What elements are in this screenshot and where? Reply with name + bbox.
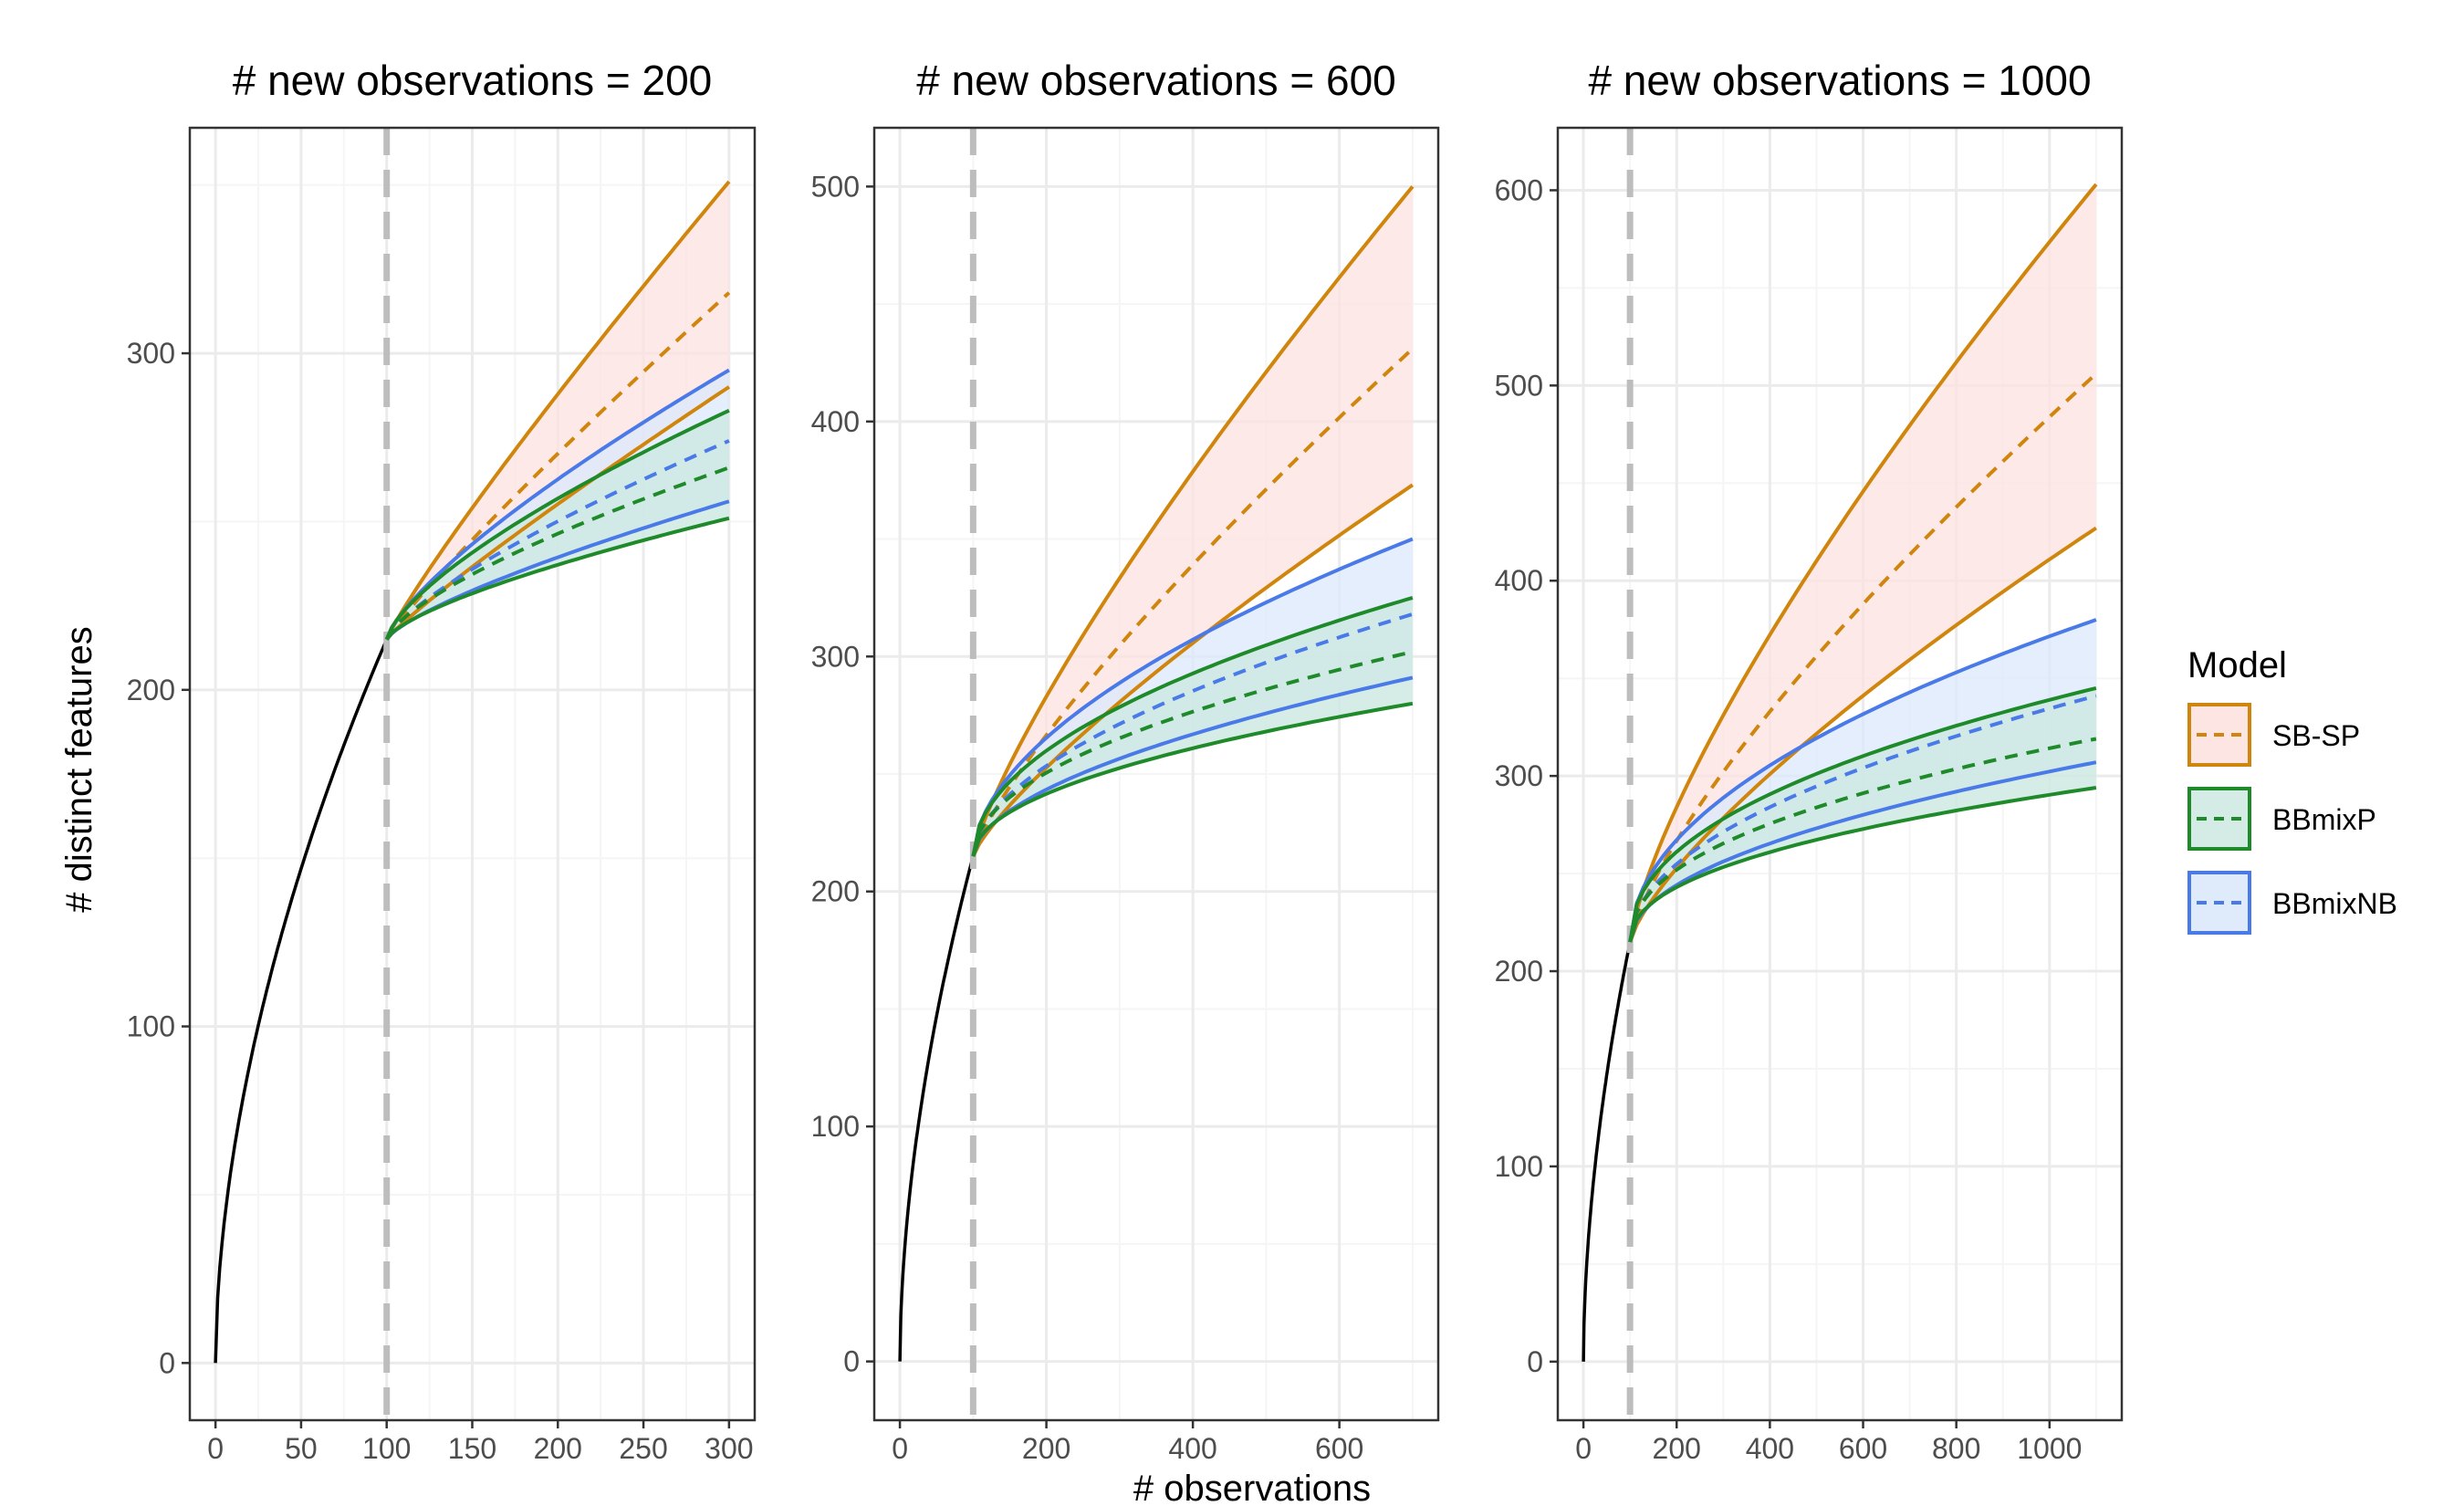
x-tick-label: 800 [1932,1432,1980,1465]
x-tick-label: 0 [1575,1432,1592,1465]
bbmixp-upper-line [1628,685,2097,943]
legend-label: BBmixNB [2272,887,2397,920]
legend: Model SB-SP BBmixP BBmixNB [2187,645,2397,935]
y-tick-label: 0 [1527,1345,1543,1378]
panel-border [1556,126,2124,1422]
panel-title: # new observations = 200 [233,57,713,104]
bbmixnb-lower-line [1628,760,2097,943]
y-tick-label: 300 [127,337,175,370]
legend-item-bbmixnb: BBmixNB [2187,871,2397,935]
ribbon-bbmixp [386,410,729,640]
x-tick-label: 400 [1746,1432,1794,1465]
observed-curve [898,855,976,1362]
observed-curve [1582,941,1632,1362]
panel-2: 0 200 400 600 0 100 200 300 400 500 # new observat… [811,57,1440,1465]
bbmixnb-lower-line [971,675,1414,857]
x-tick-label: 250 [619,1432,667,1465]
axes: 0 200 400 600 0 100 200 300 400 500 [811,170,1364,1465]
y-tick-label: 300 [811,640,860,673]
bbmixp-mean-line [384,465,730,641]
x-tick-label: 600 [1315,1432,1363,1465]
series-lines [384,180,731,641]
y-tick-label: 100 [1495,1150,1543,1183]
grid-lines [190,128,755,1420]
panel-border [872,126,1440,1422]
x-tick-label: 1000 [2017,1432,2082,1465]
y-tick-label: 100 [127,1010,175,1043]
axes: 0 50 100 150 200 250 300 0 100 200 300 [127,337,754,1465]
bbmixp-mean-line [971,650,1414,857]
legend-item-bbmixp: BBmixP [2187,787,2376,851]
y-tick-label: 400 [811,405,860,438]
y-tick-label: 200 [1495,955,1543,988]
legend-title: Model [2187,645,2287,685]
x-tick-label: 150 [448,1432,496,1465]
sb-sp-lower-line [1628,526,2098,943]
x-tick-label: 600 [1839,1432,1887,1465]
bbmixp-lower-line [971,701,1414,857]
x-tick-label: 400 [1168,1432,1216,1465]
y-tick-label: 200 [127,674,175,706]
bbmixp-upper-line [971,595,1414,857]
x-tick-label: 200 [1022,1432,1070,1465]
legend-label: SB-SP [2272,719,2360,752]
legend-label: BBmixP [2272,803,2376,836]
bbmixnb-mean-line [971,612,1414,857]
panel-3: 0 200 400 600 800 1000 0 100 200 300 400 500 600 # ne… [1495,57,2124,1465]
x-tick-label: 50 [285,1432,318,1465]
ribbon-sb-sp [1630,184,2096,942]
y-tick-label: 200 [811,875,860,908]
bbmixnb-upper-line [384,368,730,641]
series-lines [1628,183,2098,943]
bbmixp-mean-line [1628,737,2097,943]
y-tick-label: 100 [811,1110,860,1143]
y-tick-label: 0 [843,1345,860,1378]
x-tick-label: 200 [534,1432,582,1465]
ribbon-sb-sp [386,182,729,640]
panel-title: # new observations = 600 [916,57,1396,104]
bbmixnb-mean-line [1628,694,2097,943]
x-tick-label: 0 [207,1432,224,1465]
y-tick-label: 500 [811,170,860,203]
panel-title: # new observations = 1000 [1588,57,2091,104]
sb-sp-upper-line [1628,183,2098,943]
ribbon-bbmixp [973,597,1413,857]
y-tick-label: 400 [1495,564,1543,597]
y-tick-label: 0 [159,1346,175,1379]
chart-panels: 0 50 100 150 200 250 300 0 100 200 300 # new observ… [127,57,2124,1465]
bbmixnb-mean-line [384,439,730,641]
legend-keys: SB-SP BBmixP BBmixNB [2187,703,2397,935]
series-lines [971,185,1415,857]
y-axis-title: # distinct features [59,626,99,913]
x-tick-label: 0 [892,1432,908,1465]
y-tick-label: 600 [1495,173,1543,206]
panel-1: 0 50 100 150 200 250 300 0 100 200 300 # new observ… [127,57,757,1465]
x-tick-label: 200 [1653,1432,1701,1465]
bbmixp-lower-line [385,516,730,641]
bbmixp-upper-line [384,408,730,641]
observed-curve [214,638,389,1364]
x-tick-label: 300 [705,1432,753,1465]
bbmixnb-upper-line [1628,618,2097,943]
sb-sp-upper-line [971,185,1415,857]
x-tick-label: 100 [362,1432,411,1465]
y-tick-label: 500 [1495,369,1543,402]
y-tick-label: 300 [1495,759,1543,792]
legend-item-sb-sp: SB-SP [2187,703,2360,767]
bbmixp-lower-line [1628,786,2097,943]
x-axis-title: # observations [1133,1469,1371,1506]
bbmixnb-upper-line [971,537,1414,857]
sb-sp-mean-line [971,347,1415,857]
axes: 0 200 400 600 800 1000 0 100 200 300 400 500 600 [1495,173,2083,1465]
sb-sp-upper-line [384,180,731,641]
